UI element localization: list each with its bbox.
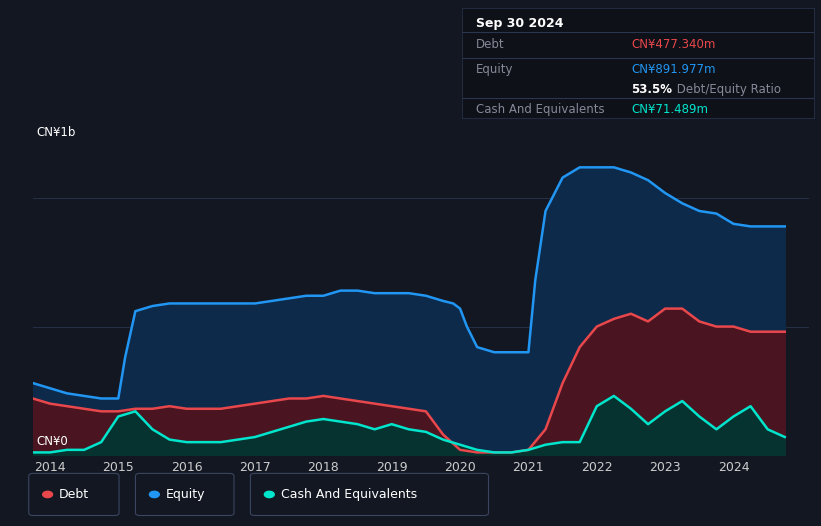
Text: Sep 30 2024: Sep 30 2024	[476, 17, 564, 30]
Text: 53.5%: 53.5%	[631, 83, 672, 96]
Text: CN¥1b: CN¥1b	[37, 126, 76, 139]
Text: Cash And Equivalents: Cash And Equivalents	[476, 103, 605, 116]
Text: CN¥477.340m: CN¥477.340m	[631, 38, 715, 50]
Text: Debt/Equity Ratio: Debt/Equity Ratio	[673, 83, 781, 96]
Text: Debt: Debt	[59, 488, 89, 501]
Text: Debt: Debt	[476, 38, 505, 50]
Text: Cash And Equivalents: Cash And Equivalents	[281, 488, 417, 501]
Text: CN¥0: CN¥0	[37, 436, 68, 448]
Text: CN¥891.977m: CN¥891.977m	[631, 63, 715, 76]
Text: Equity: Equity	[166, 488, 205, 501]
Text: CN¥71.489m: CN¥71.489m	[631, 103, 708, 116]
Text: Equity: Equity	[476, 63, 514, 76]
